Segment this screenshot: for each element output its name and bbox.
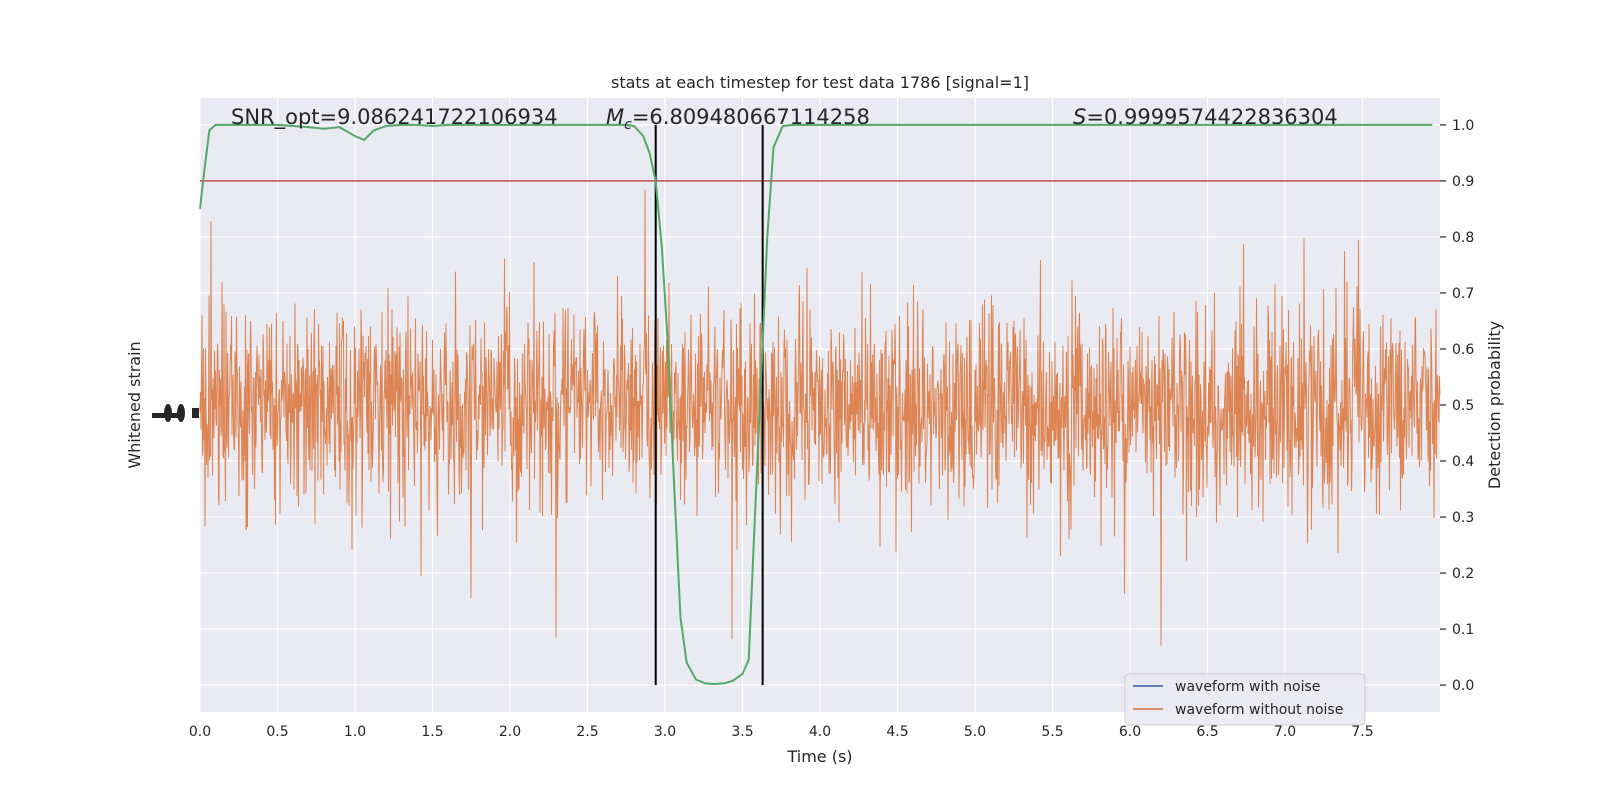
y-left-tick-cluster [164,404,172,422]
x-tick-label: 1.0 [344,724,366,740]
y-right-tick-label: 0.2 [1452,566,1474,582]
y-right-tick-label: 0.7 [1452,286,1474,302]
strain-trace-path [199,189,1441,646]
detection-probability-line [199,123,1433,686]
y-right-tick-label: 0.9 [1452,174,1474,190]
y-right-tick-label: 0.4 [1452,454,1474,470]
chirp-mass-subscript: c [624,117,632,133]
snr-annotation: SNR_opt=9.086241722106934 [231,105,558,130]
x-tick-label: 6.0 [1119,724,1141,740]
x-tick-label: 4.5 [886,724,908,740]
y-right-tick-label: 0.5 [1452,398,1474,414]
legend-box [1124,673,1366,726]
y-left-tick-cluster [177,404,185,422]
x-axis-label: Time (s) [786,747,852,766]
x-tick-label: 1.5 [421,724,443,740]
x-tick-label: 6.5 [1196,724,1218,740]
legend-label-without-noise: waveform without noise [1175,702,1343,718]
x-tick-label: 4.0 [809,724,831,740]
merger-window-lines [654,124,764,686]
chirp-mass-annotation: Mc=6.809480667114258 [606,105,870,133]
y-left-axis-ticks [152,404,199,422]
legend-label-with-noise: waveform with noise [1175,679,1320,695]
x-tick-label: 7.0 [1274,724,1296,740]
chirp-mass-symbol: M [606,105,624,129]
x-tick-label: 3.0 [654,724,676,740]
y-right-tick-label: 0.3 [1452,510,1474,526]
x-tick-label: 7.5 [1351,724,1373,740]
legend: waveform with noise waveform without noi… [1124,673,1366,726]
chart-title: stats at each timestep for test data 178… [611,73,1029,92]
detection-score-value: =0.9999574422836304 [1086,105,1337,129]
y-right-axis-label: Detection probability [1485,321,1504,489]
detection-probability-path [199,123,1433,686]
x-tick-label: 2.5 [576,724,598,740]
chirp-mass-value: =6.809480667114258 [632,105,870,129]
y-right-tick-label: 0.1 [1452,622,1474,638]
detection-score-symbol: S [1073,105,1086,129]
y-right-tick-label: 1.0 [1452,118,1474,134]
x-tick-label: 0.5 [266,724,288,740]
y-right-axis-ticks: 0.0 0.1 0.2 0.3 0.4 0.5 0.6 0.7 0.8 0.9 1.0 [1440,118,1474,694]
x-axis-ticks: 0.0 0.5 1.0 1.5 2.0 2.5 3.0 3.5 4.0 4.5 5.0 5.5 6.0 6… [189,724,1374,740]
y-left-tick-cluster [192,408,199,418]
waveform-without-noise-trace [199,189,1441,646]
detection-score-annotation: S=0.9999574422836304 [1073,105,1338,129]
y-right-tick-label: 0.8 [1452,230,1474,246]
y-right-tick-label: 0.6 [1452,342,1474,358]
x-tick-label: 5.0 [964,724,986,740]
y-right-tick-label: 0.0 [1452,678,1474,694]
x-tick-label: 0.0 [189,724,211,740]
x-tick-label: 3.5 [731,724,753,740]
x-tick-label: 5.5 [1041,724,1063,740]
y-left-axis-label: Whitened strain [125,341,144,468]
x-tick-label: 2.0 [499,724,521,740]
